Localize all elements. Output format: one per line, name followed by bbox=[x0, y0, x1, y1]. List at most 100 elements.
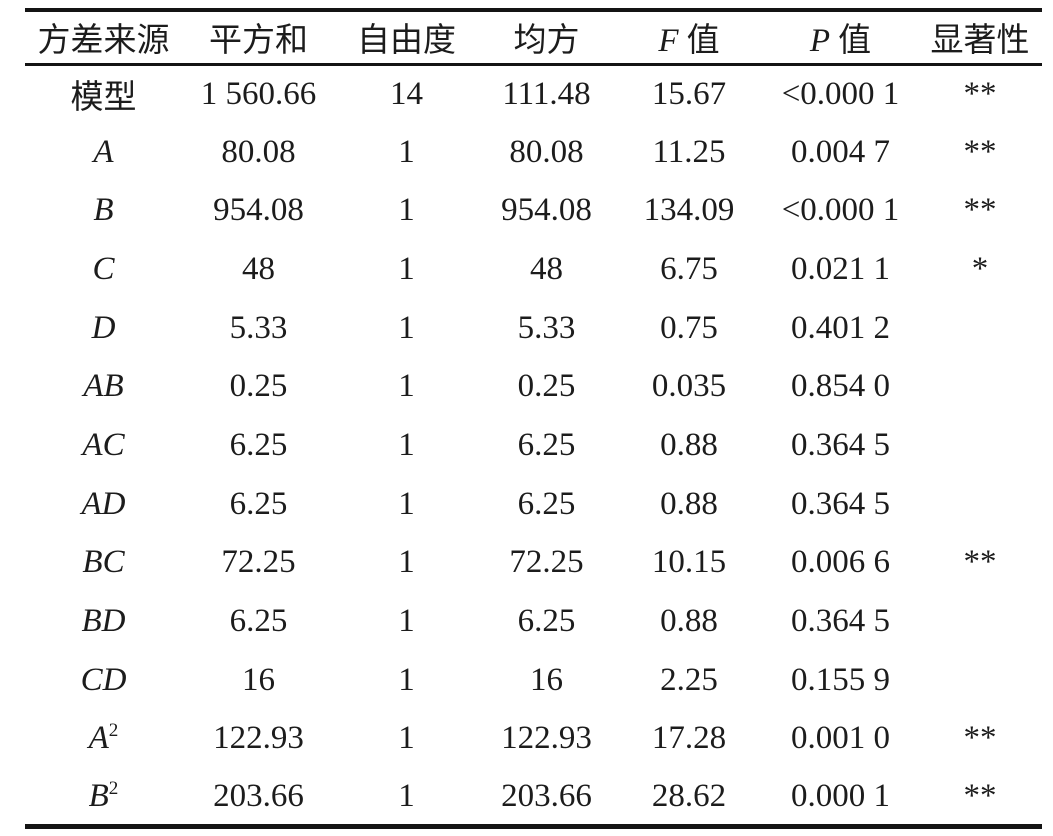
header-label: 平方和 bbox=[209, 23, 308, 60]
cell-f-value: 17.28 bbox=[651, 720, 727, 757]
cell-p-value: 0.001 0 bbox=[791, 720, 890, 757]
column-header-significance: 显著性 bbox=[918, 10, 1042, 64]
cell-significance bbox=[918, 416, 1042, 475]
cell-df: 1 bbox=[398, 426, 415, 463]
source-label: BC bbox=[82, 544, 125, 581]
cell-sum-of-squares: 203.66 bbox=[213, 777, 304, 814]
table-row: AD 6.25 1 6.25 0.88 0.364 5 bbox=[25, 475, 1042, 534]
cell-sum-of-squares: 16 bbox=[242, 661, 275, 698]
cell-significance: ** bbox=[963, 720, 997, 757]
cell-df: 1 bbox=[398, 250, 415, 287]
cell-significance bbox=[918, 299, 1042, 358]
cell-source: B2 bbox=[25, 768, 182, 827]
cell-sum-of-squares: 48 bbox=[242, 250, 275, 287]
cell-sum-of-squares: 80.08 bbox=[221, 133, 296, 170]
header-label: 值 bbox=[686, 23, 720, 60]
cell-source: C bbox=[25, 240, 182, 299]
cell-p-value: 0.006 6 bbox=[791, 544, 890, 581]
cell-p-value: 0.364 5 bbox=[791, 426, 890, 463]
source-superscript: 2 bbox=[108, 720, 119, 742]
cell-p-value: 0.021 1 bbox=[791, 250, 890, 287]
cell-mean-square: 122.93 bbox=[501, 720, 592, 757]
cell-significance bbox=[918, 592, 1042, 651]
cell-df: 1 bbox=[398, 192, 415, 229]
cell-p-value: 0.854 0 bbox=[791, 368, 890, 405]
cell-f-value: 134.09 bbox=[643, 192, 735, 229]
source-label: D bbox=[91, 309, 116, 346]
cell-mean-square: 6.25 bbox=[517, 603, 576, 640]
cell-mean-square: 954.08 bbox=[501, 192, 592, 229]
cell-significance bbox=[918, 357, 1042, 416]
cell-sum-of-squares: 122.93 bbox=[213, 720, 304, 757]
table-row: A 80.08 1 80.08 11.25 0.004 7 ** bbox=[25, 123, 1042, 182]
cell-source: AB bbox=[25, 357, 182, 416]
source-label: B bbox=[88, 777, 109, 814]
cell-sum-of-squares: 5.33 bbox=[229, 309, 288, 346]
cell-mean-square: 6.25 bbox=[517, 426, 576, 463]
source-label: AD bbox=[81, 485, 126, 522]
cell-p-value: 0.364 5 bbox=[791, 485, 890, 522]
cell-sum-of-squares: 6.25 bbox=[229, 603, 288, 640]
cell-mean-square: 0.25 bbox=[517, 368, 576, 405]
cell-source: BD bbox=[25, 592, 182, 651]
cell-mean-square: 203.66 bbox=[501, 777, 592, 814]
header-italic-prefix: F bbox=[658, 23, 679, 60]
cell-df: 1 bbox=[398, 368, 415, 405]
cell-source: B bbox=[25, 181, 182, 240]
table-row: BC 72.25 1 72.25 10.15 0.006 6 ** bbox=[25, 534, 1042, 593]
cell-significance: ** bbox=[963, 133, 997, 170]
cell-df: 1 bbox=[398, 309, 415, 346]
cell-df: 1 bbox=[398, 485, 415, 522]
table-row: A2 122.93 1 122.93 17.28 0.001 0 ** bbox=[25, 710, 1042, 769]
cell-source: A2 bbox=[25, 710, 182, 769]
column-header-df: 自由度 bbox=[335, 10, 478, 64]
table-row: B 954.08 1 954.08 134.09 <0.000 1 ** bbox=[25, 181, 1042, 240]
cell-mean-square: 48 bbox=[530, 250, 563, 287]
cell-p-value: 0.364 5 bbox=[791, 603, 890, 640]
source-label: AB bbox=[83, 368, 124, 405]
cell-f-value: 10.15 bbox=[651, 544, 727, 581]
source-label: A bbox=[88, 720, 109, 757]
source-label: 模型 bbox=[70, 80, 137, 117]
cell-p-value: 0.000 1 bbox=[791, 777, 890, 814]
column-header-source: 方差来源 bbox=[25, 10, 182, 64]
table-row: AC 6.25 1 6.25 0.88 0.364 5 bbox=[25, 416, 1042, 475]
column-header-sum-of-squares: 平方和 bbox=[182, 10, 335, 64]
cell-p-value: 0.401 2 bbox=[791, 309, 890, 346]
cell-significance bbox=[918, 651, 1042, 710]
cell-p-value: 0.155 9 bbox=[791, 661, 890, 698]
cell-source: 模型 bbox=[25, 64, 182, 123]
cell-df: 14 bbox=[390, 75, 423, 112]
cell-significance bbox=[918, 475, 1042, 534]
source-label: A bbox=[93, 133, 114, 170]
header-label: 自由度 bbox=[357, 23, 456, 60]
cell-significance: ** bbox=[963, 544, 997, 581]
source-label: C bbox=[92, 250, 115, 287]
cell-mean-square: 5.33 bbox=[517, 309, 576, 346]
cell-source: BC bbox=[25, 534, 182, 593]
table-row: AB 0.25 1 0.25 0.035 0.854 0 bbox=[25, 357, 1042, 416]
header-italic-prefix: P bbox=[809, 23, 831, 60]
cell-f-value: 0.88 bbox=[660, 426, 718, 463]
cell-f-value: 0.035 bbox=[651, 368, 727, 405]
cell-source: D bbox=[25, 299, 182, 358]
cell-sum-of-squares: 1 560.66 bbox=[200, 75, 317, 112]
cell-mean-square: 16 bbox=[530, 661, 563, 698]
cell-f-value: 28.62 bbox=[651, 777, 727, 814]
header-label: 均方 bbox=[513, 23, 580, 60]
cell-significance: * bbox=[971, 250, 989, 287]
table-row: C 48 1 48 6.75 0.021 1 * bbox=[25, 240, 1042, 299]
cell-p-value: 0.004 7 bbox=[791, 133, 890, 170]
table-row: CD 16 1 16 2.25 0.155 9 bbox=[25, 651, 1042, 710]
cell-sum-of-squares: 6.25 bbox=[229, 426, 288, 463]
cell-sum-of-squares: 954.08 bbox=[213, 192, 304, 229]
cell-p-value: <0.000 1 bbox=[781, 75, 900, 112]
cell-df: 1 bbox=[398, 603, 415, 640]
cell-f-value: 0.75 bbox=[660, 309, 718, 346]
table-row: BD 6.25 1 6.25 0.88 0.364 5 bbox=[25, 592, 1042, 651]
cell-f-value: 11.25 bbox=[652, 133, 726, 170]
